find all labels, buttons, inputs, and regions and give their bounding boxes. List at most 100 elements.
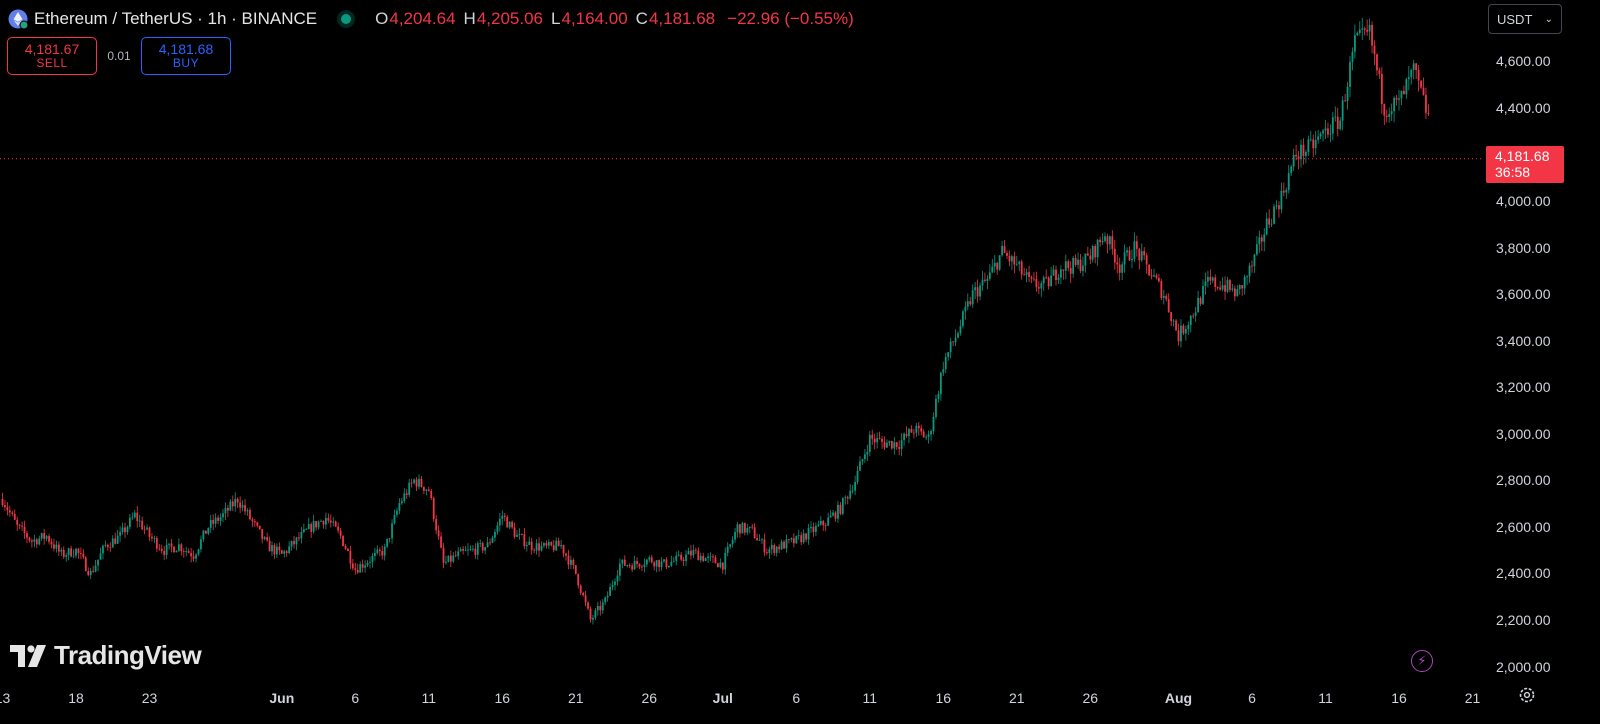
market-status-dot[interactable] xyxy=(341,14,352,24)
candle-body xyxy=(743,522,746,533)
candle-body xyxy=(964,306,967,312)
candle-body xyxy=(239,502,242,508)
candle-body xyxy=(376,549,379,553)
candle-body xyxy=(1412,63,1415,70)
ohlc-high: H4,205.06 xyxy=(463,9,544,28)
y-tick-label: 3,000.00 xyxy=(1496,425,1551,442)
candle-body xyxy=(388,538,391,539)
candle-body xyxy=(249,510,251,520)
candle-body xyxy=(668,565,670,568)
candle-body xyxy=(302,529,305,533)
candle-body xyxy=(202,530,205,540)
buy-button[interactable]: 4,181.68 BUY xyxy=(141,37,231,75)
symbol-title[interactable]: Ethereum / TetherUS · 1h · BINANCE xyxy=(34,9,318,28)
x-tick-label: Aug xyxy=(1164,690,1193,706)
candle-body xyxy=(285,551,288,553)
candle-body xyxy=(344,545,347,549)
candle-body xyxy=(746,528,749,533)
lightning-icon[interactable]: ⚡ xyxy=(1411,650,1433,672)
candle-body xyxy=(26,533,28,538)
candle-body xyxy=(1231,288,1234,290)
candle-body xyxy=(77,548,80,554)
candle-body xyxy=(1329,133,1332,135)
candle-body xyxy=(540,545,543,551)
candle-body xyxy=(359,564,362,573)
candle-body xyxy=(947,352,950,358)
candle-body xyxy=(1285,189,1288,193)
currency-select[interactable]: USDT ⌄ xyxy=(1488,4,1562,34)
candle-body xyxy=(1334,116,1337,118)
candle-body xyxy=(192,556,195,559)
candle-body xyxy=(364,565,366,568)
y-tick-label: 4,600.00 xyxy=(1496,53,1551,70)
candle-body xyxy=(293,540,295,545)
candle-body xyxy=(222,513,224,518)
x-tick-label: 16 xyxy=(494,690,511,706)
candle-body xyxy=(327,517,330,521)
candle-body xyxy=(1336,116,1339,130)
candle-body xyxy=(1209,276,1212,281)
tradingview-logo[interactable]: TradingView xyxy=(10,640,202,671)
candle-body xyxy=(780,541,783,550)
candle-body xyxy=(256,522,259,526)
candle-body xyxy=(957,333,959,338)
y-tick-label: 4,000.00 xyxy=(1496,193,1551,209)
candle-body xyxy=(1138,248,1141,261)
candle-body xyxy=(682,559,685,562)
candle-body xyxy=(496,525,499,532)
candle-body xyxy=(812,526,815,532)
candle-body xyxy=(533,549,536,551)
y-tick-label: 2,200.00 xyxy=(1496,612,1551,629)
candle-body xyxy=(501,515,504,519)
candle-body xyxy=(386,538,389,547)
candle-body xyxy=(97,559,99,566)
candle-body xyxy=(1309,139,1312,141)
candle-body xyxy=(628,565,631,566)
candle-body xyxy=(1319,133,1322,137)
candle-body xyxy=(1395,97,1398,100)
candle-body xyxy=(498,518,501,526)
candle-body xyxy=(136,512,139,521)
candle-body xyxy=(596,605,599,611)
candle-body xyxy=(1410,69,1413,78)
candle-body xyxy=(925,436,928,438)
candle-body xyxy=(873,438,876,443)
candle-body xyxy=(521,534,523,535)
x-tick-label: Jul xyxy=(712,690,733,706)
candle-body xyxy=(1312,139,1315,149)
candle-body xyxy=(864,454,866,460)
x-tick-label: 16 xyxy=(1391,690,1407,706)
candle-body xyxy=(1207,276,1209,282)
candle-body xyxy=(1121,264,1124,273)
candle-body xyxy=(619,563,621,576)
candle-body xyxy=(1427,112,1430,115)
candle-body xyxy=(898,447,901,449)
candle-body xyxy=(1025,272,1028,275)
candle-body xyxy=(1251,265,1253,267)
candle-body xyxy=(998,255,1001,270)
candle-body xyxy=(599,605,602,611)
candle-body xyxy=(494,531,496,538)
candle-body xyxy=(638,564,641,567)
candle-body xyxy=(516,534,518,537)
ohlc-values: O4,204.64 H4,205.06 L4,164.00 C4,181.68 … xyxy=(375,9,854,29)
candle-body xyxy=(1243,276,1246,289)
candle-body xyxy=(121,527,124,532)
candle-body xyxy=(347,548,349,551)
candle-body xyxy=(420,478,423,487)
candle-body xyxy=(1118,264,1121,273)
candle-body xyxy=(11,512,14,514)
gear-icon[interactable] xyxy=(1518,686,1536,704)
candle-body xyxy=(214,517,217,524)
candle-body xyxy=(859,461,861,471)
sell-button[interactable]: 4,181.67 SELL xyxy=(7,37,97,75)
candle-body xyxy=(927,434,930,437)
candle-body xyxy=(1106,236,1109,245)
candle-body xyxy=(935,398,937,417)
candle-body xyxy=(886,442,888,448)
candle-body xyxy=(351,563,354,569)
candle-body xyxy=(570,559,572,565)
candle-body xyxy=(1052,269,1055,276)
candle-body xyxy=(1084,253,1087,266)
